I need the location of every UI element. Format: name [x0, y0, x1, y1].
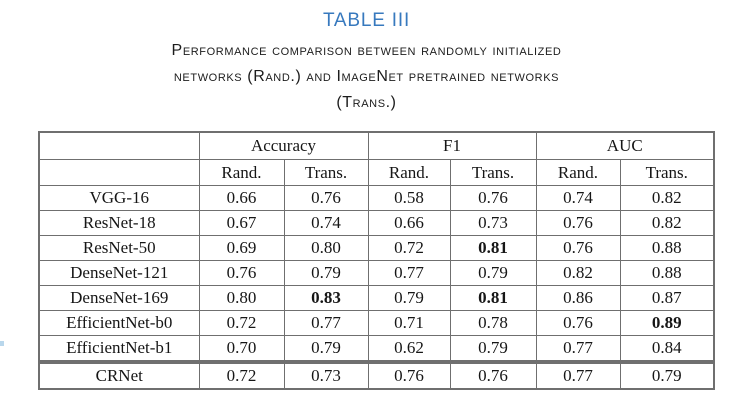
sub-header-cell: Rand.	[198, 159, 285, 186]
caption-line-1: Performance comparison between randomly …	[171, 42, 562, 59]
table-row: ResNet-50 0.69 0.80 0.72 0.81 0.76 0.88	[38, 235, 715, 261]
value-cell: 0.76	[198, 260, 285, 286]
group-header-f1: F1	[367, 131, 537, 160]
caption-line-3: (Trans.)	[336, 94, 397, 111]
value-cell: 0.76	[367, 362, 451, 390]
value-cell: 0.81	[449, 235, 537, 261]
value-cell: 0.88	[619, 260, 715, 286]
value-cell: 0.88	[619, 235, 715, 261]
table-row: VGG-16 0.66 0.76 0.58 0.76 0.74 0.82	[38, 185, 715, 211]
crnet-table-body: CRNet 0.72 0.73 0.76 0.76 0.77 0.79	[38, 362, 715, 390]
value-cell: 0.79	[449, 260, 537, 286]
value-cell: 0.66	[367, 210, 451, 236]
value-cell: 0.89	[619, 310, 715, 336]
value-cell: 0.74	[535, 185, 621, 211]
value-cell: 0.80	[198, 285, 285, 311]
value-cell: 0.79	[283, 260, 369, 286]
value-cell: 0.77	[535, 362, 621, 390]
value-cell: 0.76	[535, 310, 621, 336]
value-cell: 0.77	[535, 335, 621, 362]
empty-header-cell	[38, 159, 200, 186]
table-row: CRNet 0.72 0.73 0.76 0.76 0.77 0.79	[38, 362, 715, 390]
model-name-cell: CRNet	[38, 362, 200, 390]
sub-header-cell: Rand.	[535, 159, 621, 186]
value-cell: 0.72	[198, 362, 285, 390]
model-name-cell: DenseNet-169	[38, 285, 200, 311]
group-header-accuracy: Accuracy	[198, 131, 369, 160]
value-cell: 0.79	[367, 285, 451, 311]
table-row: EfficientNet-b0 0.72 0.77 0.71 0.78 0.76 0.89	[38, 310, 715, 336]
value-cell: 0.76	[283, 185, 369, 211]
value-cell: 0.73	[449, 210, 537, 236]
value-cell: 0.69	[198, 235, 285, 261]
value-cell: 0.62	[367, 335, 451, 362]
model-name-cell: DenseNet-121	[38, 260, 200, 286]
stray-mark	[0, 341, 4, 346]
value-cell: 0.78	[449, 310, 537, 336]
table-row: EfficientNet-b1 0.70 0.79 0.62 0.79 0.77 0.84	[38, 335, 715, 362]
value-cell: 0.67	[198, 210, 285, 236]
table-row: DenseNet-169 0.80 0.83 0.79 0.81 0.86 0.87	[38, 285, 715, 311]
value-cell: 0.71	[367, 310, 451, 336]
empty-header-cell	[38, 131, 200, 160]
group-header-auc: AUC	[535, 131, 715, 160]
model-name-cell: ResNet-50	[38, 235, 200, 261]
sub-header-cell: Trans.	[619, 159, 715, 186]
caption-line-2: networks (Rand.) and ImageNet pretrained…	[173, 68, 560, 85]
value-cell: 0.80	[283, 235, 369, 261]
results-table-body: VGG-16 0.66 0.76 0.58 0.76 0.74 0.82 ResNet-18 0…	[38, 185, 715, 362]
value-cell: 0.76	[535, 210, 621, 236]
results-table: Accuracy F1 AUC Rand. Trans. Rand. Trans…	[38, 131, 715, 362]
value-cell: 0.79	[283, 335, 369, 362]
value-cell: 0.76	[449, 362, 537, 390]
value-cell: 0.77	[367, 260, 451, 286]
value-cell: 0.84	[619, 335, 715, 362]
group-header-row: Accuracy F1 AUC	[38, 131, 715, 160]
sub-header-cell: Rand.	[367, 159, 451, 186]
value-cell: 0.82	[619, 185, 715, 211]
value-cell: 0.76	[535, 235, 621, 261]
sub-header-cell: Trans.	[283, 159, 369, 186]
value-cell: 0.79	[449, 335, 537, 362]
value-cell: 0.58	[367, 185, 451, 211]
sub-header-cell: Trans.	[449, 159, 537, 186]
value-cell: 0.73	[283, 362, 369, 390]
value-cell: 0.72	[367, 235, 451, 261]
value-cell: 0.70	[198, 335, 285, 362]
value-cell: 0.74	[283, 210, 369, 236]
value-cell: 0.83	[283, 285, 369, 311]
model-name-cell: EfficientNet-b0	[38, 310, 200, 336]
sub-header-row: Rand. Trans. Rand. Trans. Rand. Trans.	[38, 159, 715, 186]
value-cell: 0.76	[449, 185, 537, 211]
table-title: TABLE III	[322, 10, 411, 31]
table-row: DenseNet-121 0.76 0.79 0.77 0.79 0.82 0.88	[38, 260, 715, 286]
value-cell: 0.82	[619, 210, 715, 236]
value-cell: 0.82	[535, 260, 621, 286]
value-cell: 0.72	[198, 310, 285, 336]
value-cell: 0.86	[535, 285, 621, 311]
value-cell: 0.79	[619, 362, 715, 390]
model-name-cell: ResNet-18	[38, 210, 200, 236]
table-caption: Performance comparison between randomly …	[0, 38, 733, 116]
value-cell: 0.66	[198, 185, 285, 211]
model-name-cell: EfficientNet-b1	[38, 335, 200, 362]
table-row: ResNet-18 0.67 0.74 0.66 0.73 0.76 0.82	[38, 210, 715, 236]
value-cell: 0.87	[619, 285, 715, 311]
model-name-cell: VGG-16	[38, 185, 200, 211]
value-cell: 0.77	[283, 310, 369, 336]
crnet-table: CRNet 0.72 0.73 0.76 0.76 0.77 0.79	[38, 362, 715, 390]
value-cell: 0.81	[449, 285, 537, 311]
